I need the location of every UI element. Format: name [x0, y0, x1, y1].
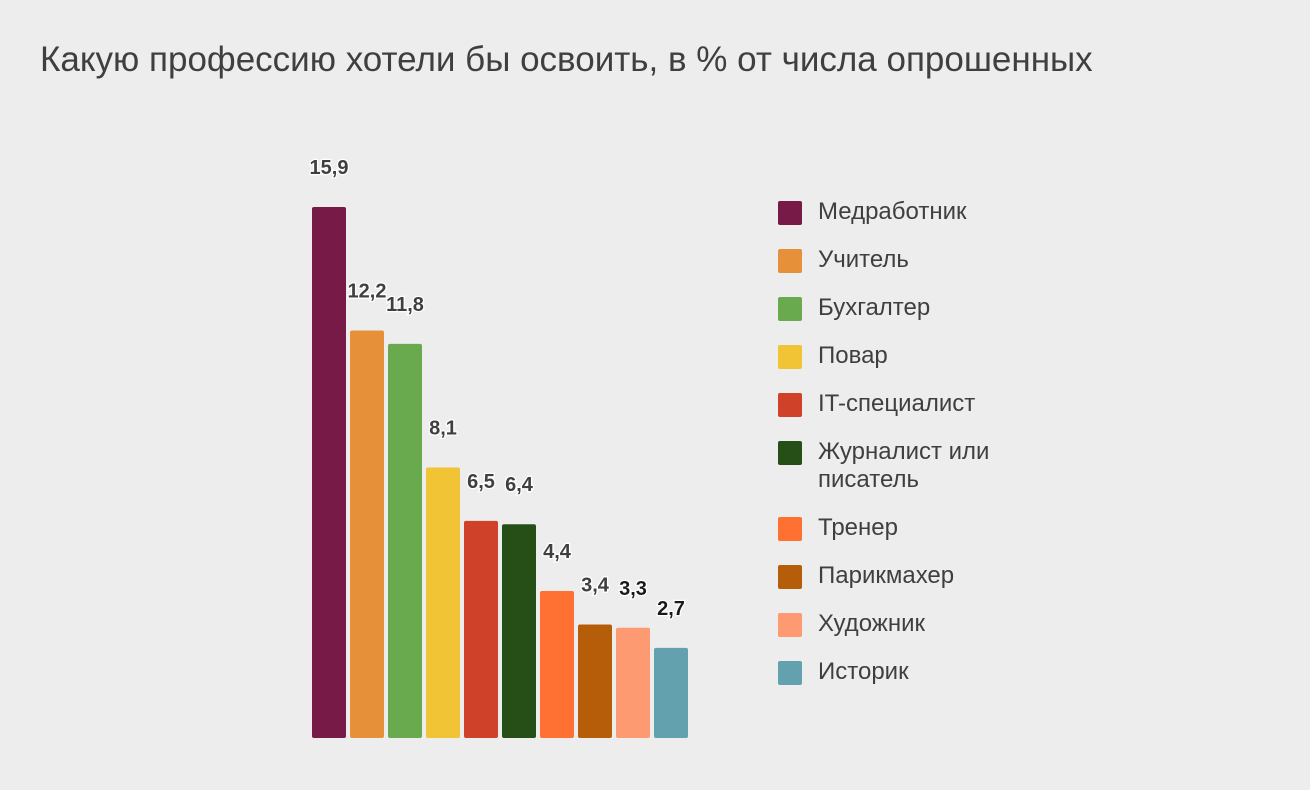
bar-value-label-9: 3,3 — [619, 578, 647, 600]
bar-value-label-4: 8,1 — [429, 417, 457, 439]
bar-10 — [654, 647, 688, 738]
chart-legend: Медработник Учитель Бухгалтер Повар IT-специ… — [778, 198, 1078, 706]
bar-value-label-5: 6,5 — [467, 471, 495, 493]
legend-item-6: Журналист или писатель — [778, 438, 1078, 494]
legend-item-8: Парикмахер — [778, 562, 1078, 590]
bar-value-label-2: 12,2 — [348, 281, 387, 303]
bar-4 — [426, 467, 460, 738]
legend-swatch — [778, 441, 802, 465]
bar-1 — [312, 206, 346, 738]
legend-label: Бухгалтер — [818, 294, 931, 321]
bar-value-label-3: 11,8 — [386, 294, 424, 316]
legend-label: Медработник — [818, 198, 967, 225]
legend-swatch — [778, 393, 802, 417]
chart-title: Какую профессию хотели бы освоить, в % о… — [40, 40, 1093, 79]
legend-swatch — [778, 565, 802, 589]
bar-value-label-6: 6,4 — [505, 474, 534, 496]
legend-item-2: Учитель — [778, 246, 1078, 274]
bar-value-label-1: 15,9 — [310, 157, 349, 179]
bar-value-label-10: 2,7 — [657, 598, 685, 620]
legend-label: Историк — [818, 658, 909, 685]
legend-label: Парикмахер — [818, 562, 955, 589]
legend-item-5: IT-специалист — [778, 390, 1078, 418]
legend-swatch — [778, 517, 802, 541]
legend-swatch — [778, 201, 802, 225]
legend-swatch — [778, 345, 802, 369]
bar-7 — [540, 591, 574, 738]
legend-label: Повар — [818, 342, 888, 369]
legend-item-9: Художник — [778, 610, 1078, 638]
legend-item-3: Бухгалтер — [778, 294, 1078, 322]
legend-swatch — [778, 613, 802, 637]
legend-swatch — [778, 661, 802, 685]
legend-item-10: Историк — [778, 658, 1078, 686]
legend-item-1: Медработник — [778, 198, 1078, 226]
legend-label: Учитель — [818, 246, 909, 273]
legend-item-4: Повар — [778, 342, 1078, 370]
bar-2 — [350, 330, 384, 738]
bar-5 — [464, 520, 498, 738]
legend-label: IT-специалист — [818, 390, 976, 417]
legend-label: Художник — [818, 610, 925, 637]
legend-label: Тренер — [818, 514, 898, 541]
bar-3 — [388, 343, 422, 738]
legend-label: Журналист или писатель — [818, 438, 990, 493]
bar-value-label-7: 4,4 — [543, 541, 572, 563]
bar-6 — [502, 524, 536, 738]
bar-value-label-8: 3,4 — [581, 574, 610, 596]
legend-swatch — [778, 297, 802, 321]
legend-item-7: Тренер — [778, 514, 1078, 542]
bar-8 — [578, 624, 612, 738]
bar-9 — [616, 627, 650, 738]
legend-swatch — [778, 249, 802, 273]
